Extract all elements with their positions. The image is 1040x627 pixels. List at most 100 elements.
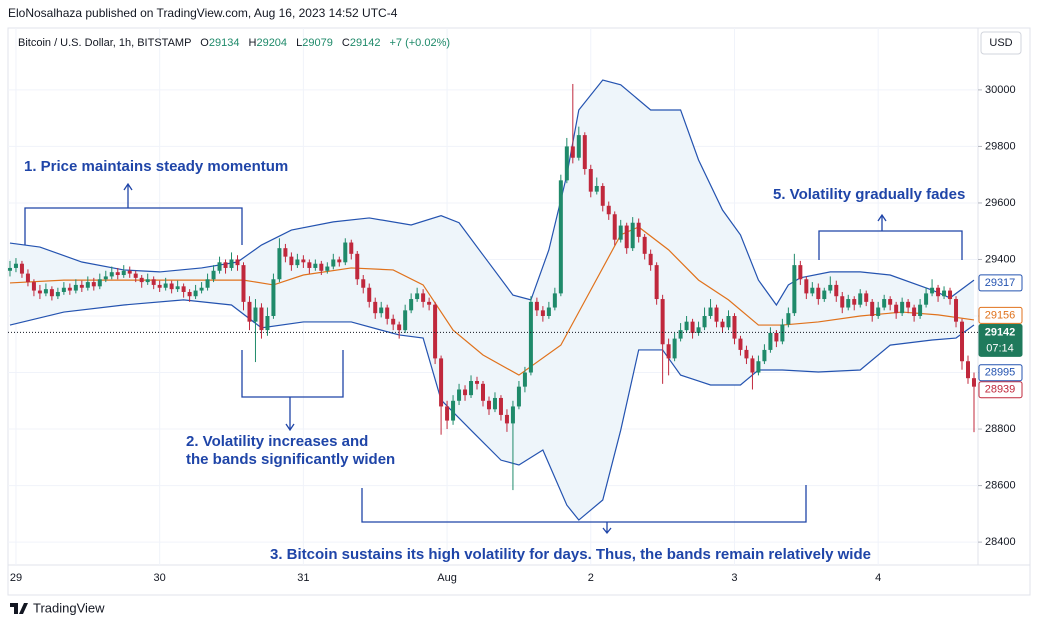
candle-body (31, 282, 36, 291)
candle-body (307, 262, 312, 268)
candle-body (894, 304, 899, 314)
candle-body (481, 383, 486, 401)
candle-body (954, 299, 959, 322)
y-tick-label: 29600 (985, 197, 1016, 209)
y-tick-label: 28600 (985, 479, 1016, 491)
candle-body (217, 262, 222, 271)
x-tick-label: 30 (154, 572, 166, 584)
x-tick-label: 4 (875, 572, 881, 584)
candle-body (906, 301, 911, 308)
price-label: 28995 (985, 367, 1016, 379)
candle-body (648, 253, 653, 266)
candle-body (337, 259, 342, 263)
candle-body (169, 283, 174, 290)
candle-body (343, 242, 348, 263)
candle-body (492, 397, 497, 410)
candle-body (379, 307, 384, 314)
candle-body (582, 135, 587, 170)
candle-body (469, 381, 474, 396)
candle-body (301, 259, 306, 263)
candle-body (522, 372, 527, 387)
candle-body (241, 265, 246, 302)
candle-body (690, 321, 695, 333)
logo-icon (10, 603, 28, 614)
candle-body (948, 290, 953, 300)
y-tick-label: 28800 (985, 423, 1016, 435)
candle-body (918, 304, 923, 317)
x-tick-label: 29 (10, 572, 22, 584)
candle-body (900, 301, 905, 314)
candle-body (139, 277, 144, 283)
candle-body (528, 301, 533, 373)
candle-body (193, 290, 198, 297)
candle-body (445, 406, 450, 421)
candle-body (738, 338, 743, 350)
candle-body (612, 214, 617, 240)
candle-body (624, 225, 629, 249)
bracket (241, 350, 344, 432)
candle-body (876, 307, 881, 317)
candle-body (570, 146, 575, 158)
candle-body (7, 267, 12, 271)
candle-body (666, 344, 671, 359)
candle-body (828, 284, 833, 291)
candle-body (427, 301, 432, 305)
x-tick-label: Aug (437, 572, 457, 584)
candle-body (912, 307, 917, 317)
candle-body (486, 400, 491, 410)
candle-body (223, 262, 228, 268)
candle-body (439, 358, 444, 407)
candle-body (732, 316, 737, 339)
bracket (818, 213, 963, 260)
candle-body (295, 259, 300, 266)
candle-body (516, 386, 521, 407)
candle-body (259, 307, 264, 331)
candle-body (762, 349, 767, 362)
candle-body (924, 293, 929, 305)
candle-body (175, 286, 180, 290)
candle-body (882, 299, 887, 308)
candle-body (660, 299, 665, 345)
currency-button[interactable] (980, 31, 1022, 55)
candle-body (451, 400, 456, 421)
candle-body (289, 256, 294, 266)
candle-body (349, 242, 354, 254)
candle-body (205, 279, 210, 288)
candle-body (79, 284, 84, 288)
footer: TradingView (33, 600, 105, 615)
candle-body (367, 287, 372, 302)
candle-body (319, 263, 324, 271)
candle-body (630, 222, 635, 249)
candle-body (930, 287, 935, 294)
x-tick-label: 31 (297, 572, 309, 584)
candle-body (163, 283, 168, 288)
currency[interactable]: USD (989, 37, 1012, 49)
candle-body (49, 289, 54, 297)
candle-body (409, 299, 414, 311)
candle-body (109, 272, 114, 277)
candle-body (187, 291, 192, 297)
candle-body (421, 293, 426, 302)
candle-body (546, 307, 551, 317)
candle-body (373, 301, 378, 314)
candle-body (229, 259, 234, 268)
price-label-box (978, 274, 1023, 292)
legend-line: Bitcoin / U.S. Dollar, 1h, BITSTAMP O291… (18, 37, 450, 49)
candle-body (55, 291, 60, 297)
candle-body (403, 310, 408, 331)
candle-body (708, 307, 713, 317)
candle-body (61, 287, 66, 292)
candle-body (103, 276, 108, 280)
candle-body (13, 263, 18, 268)
candle-body (115, 272, 120, 276)
candle-body (457, 389, 462, 401)
candle-body (564, 146, 569, 181)
band-fill (9, 80, 974, 521)
y-tick-label: 30000 (985, 84, 1016, 96)
candle-body (355, 253, 360, 280)
candle-body (576, 135, 581, 158)
candle-body (235, 259, 240, 266)
candle-body (121, 270, 126, 276)
candle-body (594, 185, 599, 192)
